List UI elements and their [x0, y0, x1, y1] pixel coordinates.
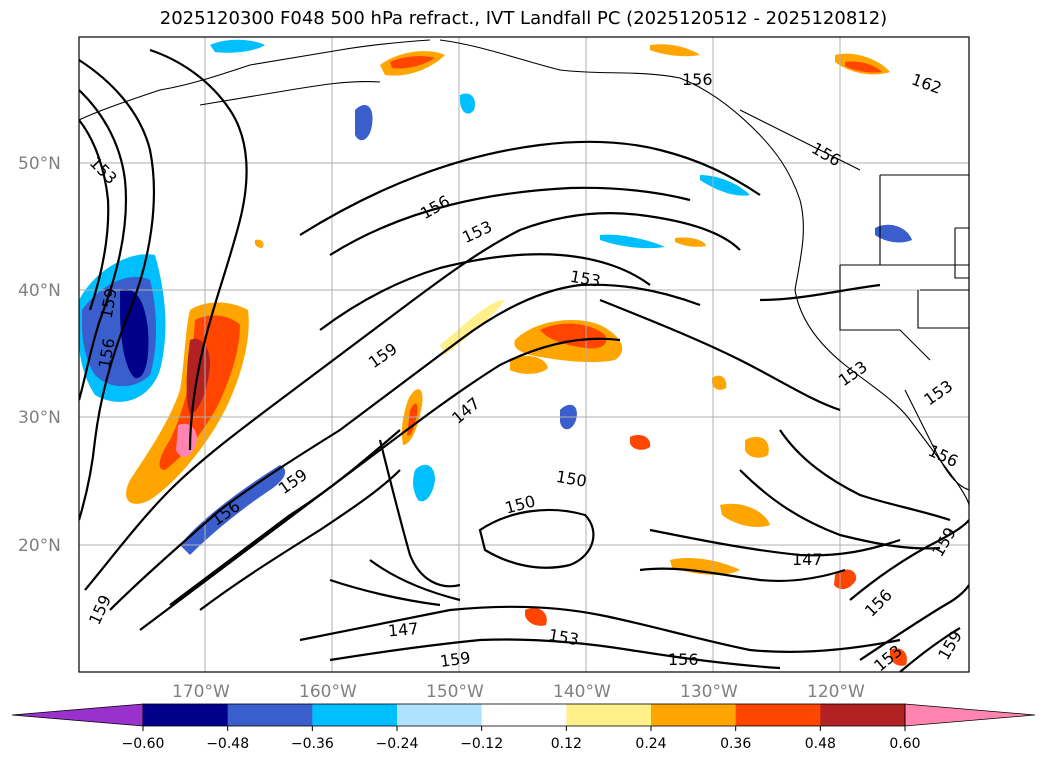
- lat-label: 50°N: [18, 154, 61, 174]
- lon-label: 140°W: [553, 682, 611, 702]
- colorbar-segment: [651, 704, 737, 726]
- lon-label: 160°W: [299, 682, 357, 702]
- colorbar-segment: [227, 704, 313, 726]
- colorbar-tick-label: −0.24: [376, 736, 419, 752]
- colorbar: −0.60 −0.48 −0.36 −0.24 −0.12 0.12 0.24 0.36 0.4…: [11, 703, 1036, 752]
- colorbar-extend-high: [904, 703, 1036, 727]
- height-contours: [79, 48, 969, 672]
- colorbar-tick-label: 0.36: [720, 736, 751, 752]
- colorbar-tick-label: −0.48: [206, 736, 249, 752]
- lon-label: 120°W: [807, 682, 865, 702]
- colorbar-segment: [481, 704, 567, 726]
- lon-label: 150°W: [426, 682, 484, 702]
- colorbar-tick-label: 0.24: [635, 736, 666, 752]
- coastlines: [79, 39, 969, 506]
- contour-label: 156: [682, 70, 713, 89]
- colorbar-tick-label: −0.60: [122, 736, 165, 752]
- lat-label: 20°N: [18, 536, 61, 556]
- graticule: [79, 37, 969, 672]
- contour-label: 159: [439, 648, 472, 671]
- longitude-labels: 170°W 160°W 150°W 140°W 130°W 120°W: [172, 682, 865, 702]
- colorbar-outline: [142, 703, 906, 727]
- colorbar-segment: [566, 704, 652, 726]
- colorbar-segment: [312, 704, 398, 726]
- lon-label: 130°W: [680, 682, 738, 702]
- colorbar-tick-label: −0.12: [460, 736, 503, 752]
- colorbar-tick-label: 0.60: [889, 736, 920, 752]
- lat-label: 30°N: [18, 408, 61, 428]
- lon-label: 170°W: [172, 682, 230, 702]
- contour-label: 156: [668, 650, 699, 669]
- shaded-anomaly-patches: [79, 39, 912, 666]
- colorbar-segment: [397, 704, 483, 726]
- colorbar-segment: [820, 704, 906, 726]
- map-frame: [78, 36, 970, 673]
- colorbar-tick-label: −0.36: [291, 736, 334, 752]
- colorbar-tick-label: 0.48: [805, 736, 836, 752]
- colorbar-segment: [143, 704, 229, 726]
- map-title: 2025120300 F048 500 hPa refract., IVT La…: [159, 8, 888, 29]
- colorbar-extend-low: [11, 703, 144, 727]
- colorbar-segment: [735, 704, 821, 726]
- contour-label: 147: [792, 550, 823, 569]
- latitude-labels: 50°N 40°N 30°N 20°N: [18, 154, 61, 556]
- contour-label: 147: [387, 619, 419, 641]
- lat-label: 40°N: [18, 281, 61, 301]
- colorbar-tick-label: 0.12: [551, 736, 582, 752]
